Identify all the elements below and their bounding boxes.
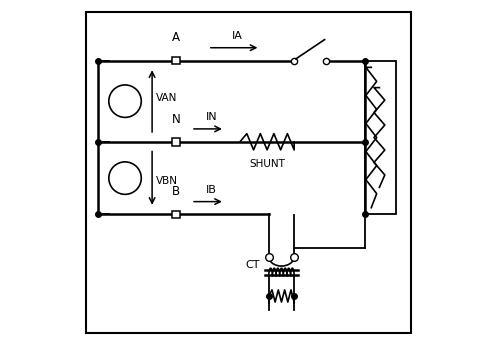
Text: IB: IB <box>206 185 217 195</box>
Text: A: A <box>172 31 180 44</box>
Bar <box>172 211 180 218</box>
Bar <box>172 138 180 146</box>
Text: B: B <box>172 185 180 198</box>
Text: SHUNT: SHUNT <box>249 159 285 169</box>
Text: CT: CT <box>246 260 260 270</box>
Circle shape <box>109 85 141 117</box>
Circle shape <box>109 162 141 194</box>
Text: VAN: VAN <box>156 93 177 103</box>
Text: VA: VA <box>118 96 132 106</box>
Text: IN: IN <box>205 112 217 122</box>
Text: N: N <box>171 113 180 125</box>
Bar <box>172 57 180 64</box>
Text: VB: VB <box>117 173 133 183</box>
Text: IA: IA <box>232 31 243 41</box>
Text: VBN: VBN <box>156 177 178 187</box>
Bar <box>365 61 396 214</box>
